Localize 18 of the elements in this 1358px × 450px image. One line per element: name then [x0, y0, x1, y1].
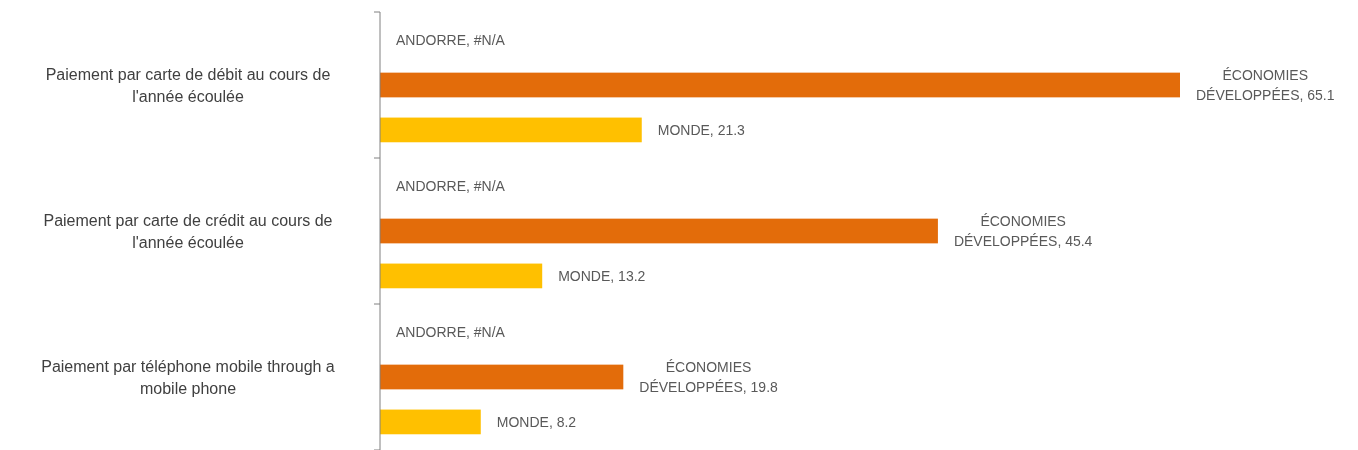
y-tick-label: Paiement par carte de débit au cours de l'année écoulée: [45, 65, 331, 105]
text: ANDORRE, #N/A: [396, 177, 505, 194]
data-label: ÉCONOMIES DÉVELOPPÉES, 65.1: [1195, 66, 1335, 103]
data-label: MONDE, 21.3: [657, 121, 746, 138]
y-tick-label: Paiement par carte de crédit au cours de l'année écoulée: [43, 211, 333, 251]
data-label: ÉCONOMIES DÉVELOPPÉES, 19.8: [639, 358, 779, 395]
text: ANDORRE, #N/A: [396, 323, 505, 340]
text: ANDORRE, #N/A: [396, 31, 505, 48]
data-label: MONDE, 13.2: [558, 267, 646, 284]
bar: [380, 364, 624, 390]
data-label: MONDE, 8.2: [496, 413, 577, 430]
bar: [380, 72, 1180, 98]
bar: [380, 218, 938, 244]
bar: [380, 409, 481, 435]
y-tick-label: Paiement par téléphone mobile through a mobile phone: [41, 357, 335, 397]
data-label: ÉCONOMIES DÉVELOPPÉES, 45.4: [953, 212, 1093, 249]
bar: [380, 263, 543, 289]
bar: [380, 117, 642, 143]
